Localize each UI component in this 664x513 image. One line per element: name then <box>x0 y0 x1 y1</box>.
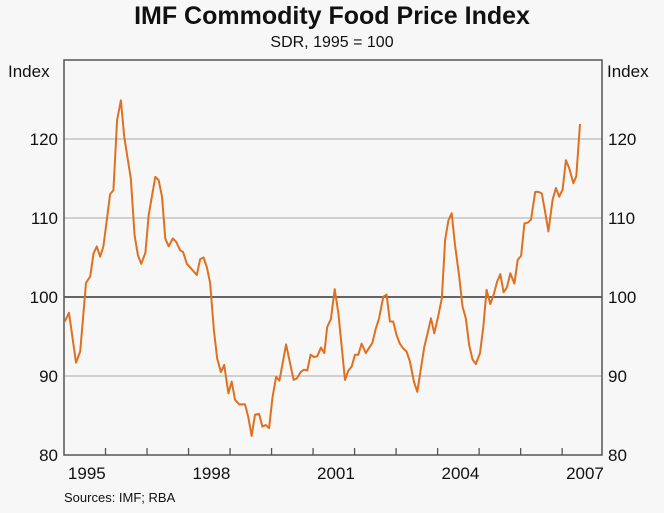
plot-frame <box>63 59 603 456</box>
x-tick-label: 2007 <box>566 464 604 483</box>
y-tick-label-right: 100 <box>608 288 636 307</box>
x-tick-label: 1998 <box>192 464 230 483</box>
y-tick-label-left: 100 <box>30 288 58 307</box>
x-tick-label: 1995 <box>68 464 106 483</box>
food-price-index-line <box>63 99 581 437</box>
x-tick-label: 2004 <box>442 464 480 483</box>
y-tick-label-left: 120 <box>30 130 58 149</box>
y-tick-label-left: 90 <box>39 367 58 386</box>
y-tick-label-left: 110 <box>31 209 58 228</box>
y-axis-label-left: Index <box>8 62 50 81</box>
y-tick-label-right: 80 <box>608 446 627 465</box>
y-tick-label-right: 90 <box>608 367 627 386</box>
y-tick-label-left: 80 <box>39 446 58 465</box>
chart-subtitle: SDR, 1995 = 100 <box>270 34 394 51</box>
source-note: Sources: IMF; RBA <box>64 490 176 505</box>
y-tick-label-right: 120 <box>608 130 636 149</box>
y-axis-label-right: Index <box>607 62 649 81</box>
chart-title: IMF Commodity Food Price Index <box>134 2 530 30</box>
x-tick-label: 2001 <box>317 464 355 483</box>
y-tick-label-right: 110 <box>608 209 635 228</box>
